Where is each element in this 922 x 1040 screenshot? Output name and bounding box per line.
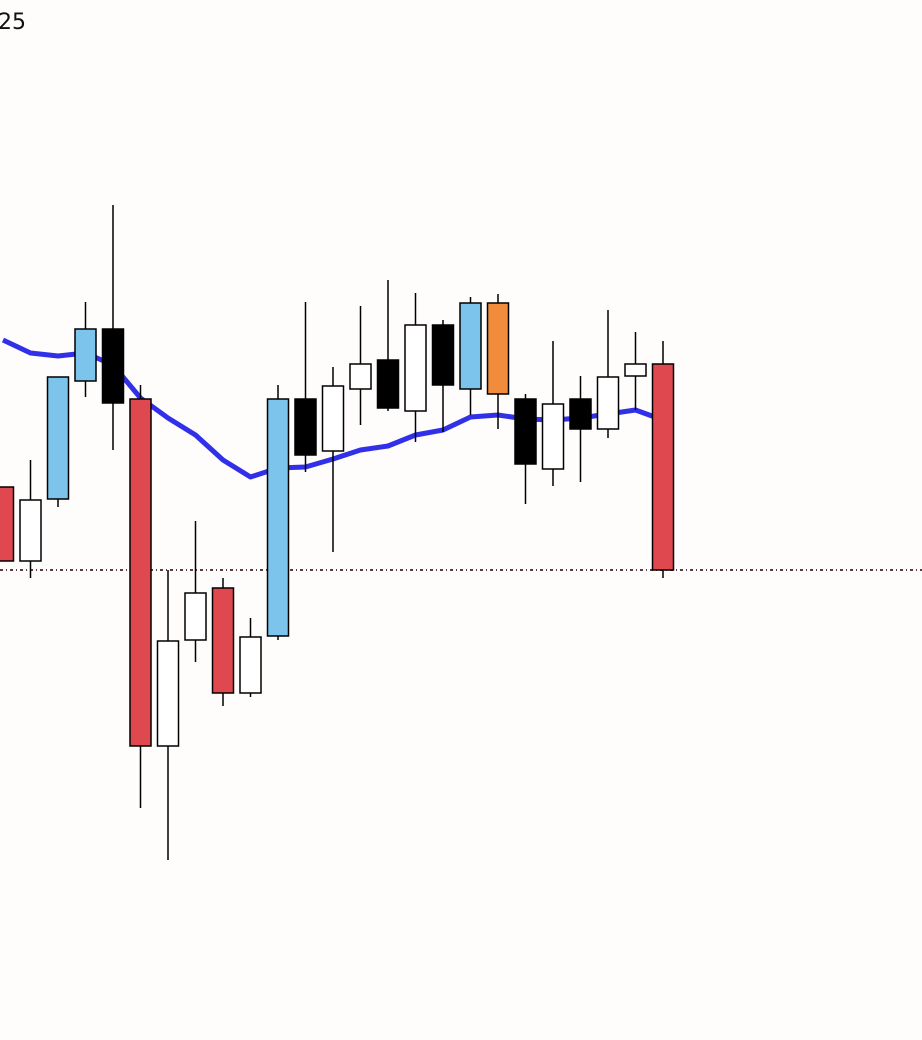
candle-body <box>211 587 235 694</box>
candle-body <box>431 324 455 386</box>
candle-body <box>46 376 70 500</box>
candle-body <box>624 363 647 377</box>
candle-body <box>184 592 207 641</box>
candle-body <box>156 640 180 747</box>
corner-label: 25 <box>0 10 26 35</box>
candle-body <box>486 302 510 395</box>
candle-body <box>74 328 97 382</box>
candle-body <box>101 328 125 404</box>
candle-body <box>239 636 262 694</box>
candle-body <box>459 302 482 390</box>
candle-body <box>514 398 537 465</box>
candle-body <box>651 363 675 571</box>
candle-body <box>376 359 400 409</box>
candle-body <box>266 398 290 637</box>
candle-body <box>19 499 42 562</box>
candle-body <box>569 398 592 430</box>
candle-body <box>294 398 317 456</box>
candle-body <box>404 324 427 412</box>
candle-body <box>129 398 152 747</box>
candle-body <box>0 486 15 562</box>
candle-body <box>321 385 345 452</box>
candle-body <box>541 403 565 470</box>
candle-body <box>596 376 620 430</box>
candle-body <box>349 363 372 390</box>
